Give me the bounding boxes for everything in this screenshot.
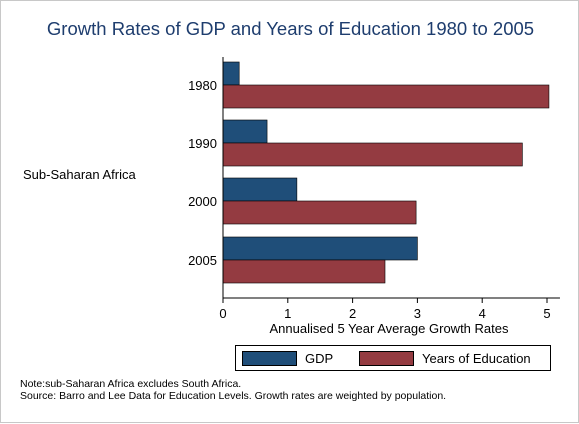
bar-gdp-2000 <box>222 177 298 202</box>
bar-education-1980 <box>222 84 550 109</box>
x-tick-label-5: 5 <box>543 306 550 321</box>
legend-item-gdp: GDP <box>242 351 333 366</box>
bar-gdp-1990 <box>222 119 268 144</box>
bars-group <box>222 61 550 284</box>
group-label: Sub-Saharan Africa <box>23 167 137 182</box>
category-label-2005: 2005 <box>188 253 217 268</box>
legend-item-education: Years of Education <box>359 351 531 366</box>
legend: GDP Years of Education <box>235 345 551 371</box>
axes-group: 1980 1990 2000 2005 Sub-Saharan Africa 0 1 2 3 4 5… <box>23 57 560 336</box>
bar-education-2000 <box>222 200 417 225</box>
legend-swatch-gdp <box>242 351 297 366</box>
category-label-1980: 1980 <box>188 78 217 93</box>
x-tick-label-4: 4 <box>479 306 486 321</box>
note-line-2: Source: Barro and Lee Data for Education… <box>20 390 447 402</box>
note-line-1: Note:sub-Saharan Africa excludes South A… <box>20 378 242 390</box>
x-tick-label-0: 0 <box>219 306 226 321</box>
bar-education-1990 <box>222 142 523 167</box>
chart-title: Growth Rates of GDP and Years of Educati… <box>46 18 535 39</box>
category-label-1990: 1990 <box>188 136 217 151</box>
legend-label-education: Years of Education <box>422 351 531 366</box>
x-tick-label-1: 1 <box>284 306 291 321</box>
x-axis-label: Annualised 5 Year Average Growth Rates <box>270 321 509 336</box>
bar-gdp-1980 <box>222 61 240 86</box>
legend-label-gdp: GDP <box>305 351 334 366</box>
category-label-2000: 2000 <box>188 194 217 209</box>
legend-swatch-education <box>359 351 414 366</box>
bar-education-2005 <box>222 259 386 284</box>
x-tick-label-3: 3 <box>414 306 421 321</box>
bar-gdp-2005 <box>222 236 418 261</box>
x-tick-label-2: 2 <box>349 306 356 321</box>
